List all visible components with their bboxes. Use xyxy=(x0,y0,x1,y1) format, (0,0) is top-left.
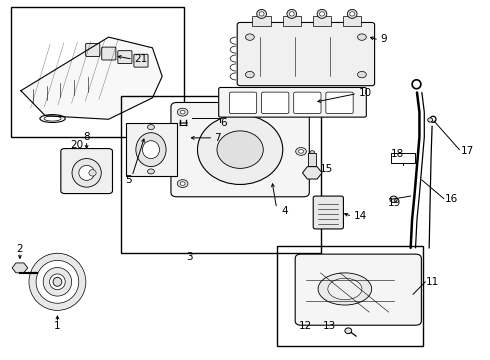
Ellipse shape xyxy=(259,12,264,16)
Ellipse shape xyxy=(328,278,362,300)
FancyBboxPatch shape xyxy=(102,47,116,60)
Text: 15: 15 xyxy=(320,164,333,174)
Text: 3: 3 xyxy=(186,252,192,262)
Ellipse shape xyxy=(136,133,166,167)
Ellipse shape xyxy=(217,131,263,168)
Ellipse shape xyxy=(30,254,84,310)
Text: 16: 16 xyxy=(445,194,458,204)
Ellipse shape xyxy=(319,12,324,16)
FancyBboxPatch shape xyxy=(237,22,374,86)
Ellipse shape xyxy=(310,151,315,154)
Ellipse shape xyxy=(197,115,283,184)
Text: 13: 13 xyxy=(323,321,336,331)
Ellipse shape xyxy=(428,118,433,122)
Text: 9: 9 xyxy=(380,33,387,44)
Text: 21: 21 xyxy=(134,54,147,64)
Ellipse shape xyxy=(79,165,95,180)
FancyBboxPatch shape xyxy=(219,87,367,117)
FancyBboxPatch shape xyxy=(294,92,321,113)
Ellipse shape xyxy=(147,169,154,174)
FancyBboxPatch shape xyxy=(313,196,343,229)
Ellipse shape xyxy=(350,12,355,16)
Polygon shape xyxy=(125,123,177,176)
FancyBboxPatch shape xyxy=(229,92,257,113)
Ellipse shape xyxy=(180,182,185,185)
Text: 4: 4 xyxy=(282,206,288,216)
Ellipse shape xyxy=(289,12,294,16)
FancyBboxPatch shape xyxy=(118,51,132,64)
FancyBboxPatch shape xyxy=(61,149,113,194)
Text: 18: 18 xyxy=(391,149,404,159)
Ellipse shape xyxy=(43,267,72,296)
Ellipse shape xyxy=(143,141,159,158)
Ellipse shape xyxy=(177,108,188,116)
FancyBboxPatch shape xyxy=(171,103,309,197)
Bar xyxy=(252,16,271,26)
Ellipse shape xyxy=(317,9,327,18)
Bar xyxy=(313,16,331,26)
Text: 8: 8 xyxy=(83,132,90,142)
FancyBboxPatch shape xyxy=(86,44,100,57)
Ellipse shape xyxy=(318,273,372,305)
Text: 12: 12 xyxy=(298,321,312,331)
FancyBboxPatch shape xyxy=(295,254,421,325)
FancyBboxPatch shape xyxy=(326,92,353,113)
Text: 17: 17 xyxy=(460,146,474,156)
Ellipse shape xyxy=(347,9,357,18)
Ellipse shape xyxy=(287,9,296,18)
Polygon shape xyxy=(21,37,162,119)
Text: 19: 19 xyxy=(388,198,401,208)
Text: 20: 20 xyxy=(71,140,83,150)
Ellipse shape xyxy=(245,71,254,78)
Text: 6: 6 xyxy=(220,118,227,128)
Bar xyxy=(277,246,423,346)
Ellipse shape xyxy=(245,34,254,40)
Bar xyxy=(11,7,184,137)
Bar xyxy=(343,16,362,26)
Bar xyxy=(308,153,316,166)
Bar xyxy=(391,153,415,163)
Text: 10: 10 xyxy=(359,88,371,98)
Ellipse shape xyxy=(177,180,188,188)
Ellipse shape xyxy=(257,9,267,18)
Ellipse shape xyxy=(53,277,62,286)
Text: 7: 7 xyxy=(214,133,221,143)
Text: 5: 5 xyxy=(125,175,131,185)
Ellipse shape xyxy=(49,274,65,290)
Ellipse shape xyxy=(295,148,306,156)
Ellipse shape xyxy=(36,260,79,303)
Bar xyxy=(121,96,320,253)
Ellipse shape xyxy=(72,158,101,187)
Text: 1: 1 xyxy=(54,321,61,332)
Ellipse shape xyxy=(180,111,185,114)
Ellipse shape xyxy=(298,150,303,153)
Text: 14: 14 xyxy=(354,211,367,221)
Text: 2: 2 xyxy=(17,244,23,253)
Ellipse shape xyxy=(358,34,367,40)
Ellipse shape xyxy=(390,196,397,203)
Ellipse shape xyxy=(89,170,96,176)
Ellipse shape xyxy=(29,253,86,310)
Ellipse shape xyxy=(147,125,154,130)
Text: 11: 11 xyxy=(426,277,440,287)
FancyBboxPatch shape xyxy=(134,54,148,67)
FancyBboxPatch shape xyxy=(262,92,289,113)
Ellipse shape xyxy=(345,328,352,334)
Bar xyxy=(283,16,301,26)
Ellipse shape xyxy=(358,71,367,78)
